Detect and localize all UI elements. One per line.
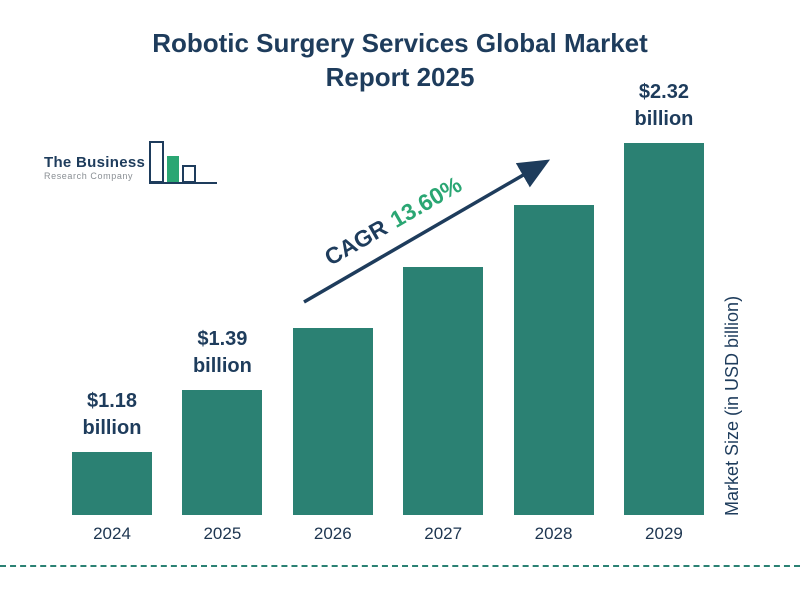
x-axis-tick-label: 2024 <box>93 524 131 543</box>
bar-value-label: $2.32 billion <box>634 81 694 130</box>
bar <box>182 390 263 515</box>
bar-group: 2027 <box>403 267 484 545</box>
bottom-dashed-divider <box>0 565 800 567</box>
bar <box>72 452 152 515</box>
bar-chart: $1.18 billion 2024 $1.39 billion 2025 2026 2027… <box>72 80 704 545</box>
bar-value-label: $1.18 billion <box>82 390 142 439</box>
bar-group: $2.32 billion 2029 <box>623 79 704 545</box>
x-axis-tick-label: 2027 <box>424 524 463 543</box>
x-axis-tick-label: 2025 <box>203 524 242 543</box>
logo-name: The Business <box>44 153 146 171</box>
bar-group: 2028 <box>513 205 594 545</box>
bar <box>403 267 484 515</box>
company-logo-text: The Business Research Company <box>44 154 145 181</box>
x-axis-tick-label: 2029 <box>645 524 683 543</box>
bar-group: 2026 <box>292 328 373 545</box>
bar <box>292 328 373 515</box>
bar-group: $1.39 billion 2025 <box>182 326 263 545</box>
title-line-1: Robotic Surgery Services Global Market <box>152 28 648 58</box>
logo-bar-chart-icon <box>149 141 218 184</box>
company-logo: The Business Research Company <box>44 138 221 196</box>
y-axis-label: Market Size (in USD billion) <box>722 295 742 516</box>
bar <box>513 205 594 515</box>
bar-group: $1.18 billion 2024 <box>72 388 152 545</box>
page-title: Robotic Surgery Services Global Market R… <box>0 26 800 95</box>
title-line-2: Report 2025 <box>325 62 475 93</box>
logo-subname: Research Company <box>44 170 134 181</box>
x-axis-tick-label: 2026 <box>313 524 352 543</box>
bar-value-label: $1.39 billion <box>192 328 252 377</box>
bar <box>623 143 704 515</box>
x-axis-tick-label: 2028 <box>534 524 573 543</box>
